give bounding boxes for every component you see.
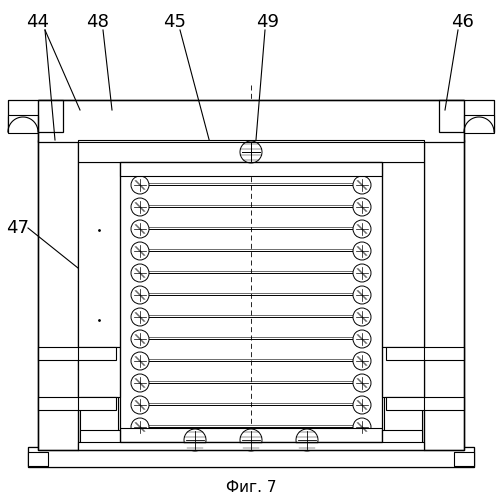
Text: 47: 47 — [7, 219, 30, 237]
Circle shape — [296, 429, 317, 451]
Circle shape — [352, 308, 370, 326]
Circle shape — [239, 141, 262, 163]
Circle shape — [352, 352, 370, 370]
Bar — [385, 397, 463, 410]
Bar — [78, 442, 423, 450]
Bar — [120, 162, 381, 176]
Bar — [381, 430, 421, 448]
Bar — [438, 100, 493, 132]
Bar — [78, 347, 120, 397]
Bar — [381, 162, 423, 347]
Bar — [120, 162, 381, 176]
Bar — [78, 442, 423, 450]
Bar — [381, 347, 423, 397]
Bar — [383, 397, 421, 443]
Circle shape — [131, 418, 149, 436]
Bar — [28, 447, 473, 467]
Circle shape — [131, 176, 149, 194]
Bar — [120, 428, 381, 442]
Text: Фиг. 7: Фиг. 7 — [225, 480, 276, 494]
Bar — [438, 100, 493, 132]
Bar — [38, 140, 78, 450]
Bar — [8, 100, 63, 132]
Bar — [381, 347, 423, 397]
Circle shape — [352, 418, 370, 436]
Bar — [38, 347, 116, 360]
Circle shape — [352, 220, 370, 238]
Bar — [78, 140, 423, 162]
Circle shape — [131, 396, 149, 414]
Bar — [78, 347, 120, 397]
Bar — [381, 162, 423, 347]
Circle shape — [131, 330, 149, 348]
Circle shape — [352, 176, 370, 194]
Text: 49: 49 — [256, 13, 279, 31]
Circle shape — [352, 286, 370, 304]
Bar — [78, 162, 120, 347]
Bar — [423, 140, 463, 450]
Bar — [28, 452, 48, 466]
Bar — [385, 347, 463, 360]
Bar — [120, 162, 381, 442]
Circle shape — [131, 220, 149, 238]
Bar — [8, 100, 63, 132]
Circle shape — [131, 308, 149, 326]
Bar — [383, 397, 421, 443]
Bar — [423, 140, 463, 450]
Bar — [38, 100, 463, 142]
Text: 45: 45 — [163, 13, 186, 31]
Bar — [38, 140, 78, 450]
Bar — [38, 100, 463, 450]
Bar — [453, 452, 473, 466]
Circle shape — [352, 396, 370, 414]
Circle shape — [352, 330, 370, 348]
Circle shape — [352, 264, 370, 282]
Text: 44: 44 — [27, 13, 50, 31]
Bar — [120, 428, 381, 442]
Text: 46: 46 — [451, 13, 473, 31]
Text: 48: 48 — [86, 13, 109, 31]
Bar — [80, 430, 120, 448]
Circle shape — [352, 374, 370, 392]
Circle shape — [131, 374, 149, 392]
Circle shape — [352, 242, 370, 260]
Bar — [78, 140, 423, 162]
Bar — [453, 452, 473, 466]
Bar — [381, 430, 421, 448]
Circle shape — [239, 429, 262, 451]
Bar — [463, 115, 493, 133]
Circle shape — [131, 264, 149, 282]
Circle shape — [352, 198, 370, 216]
Circle shape — [184, 429, 205, 451]
Bar — [38, 397, 116, 410]
Bar — [28, 447, 473, 467]
Circle shape — [131, 242, 149, 260]
Circle shape — [131, 198, 149, 216]
Bar — [28, 452, 48, 466]
Bar — [80, 430, 120, 448]
Bar — [38, 100, 463, 142]
Bar — [8, 115, 38, 133]
Bar — [78, 162, 120, 347]
Circle shape — [131, 352, 149, 370]
Circle shape — [131, 286, 149, 304]
Bar — [80, 397, 118, 443]
Bar — [80, 397, 118, 443]
